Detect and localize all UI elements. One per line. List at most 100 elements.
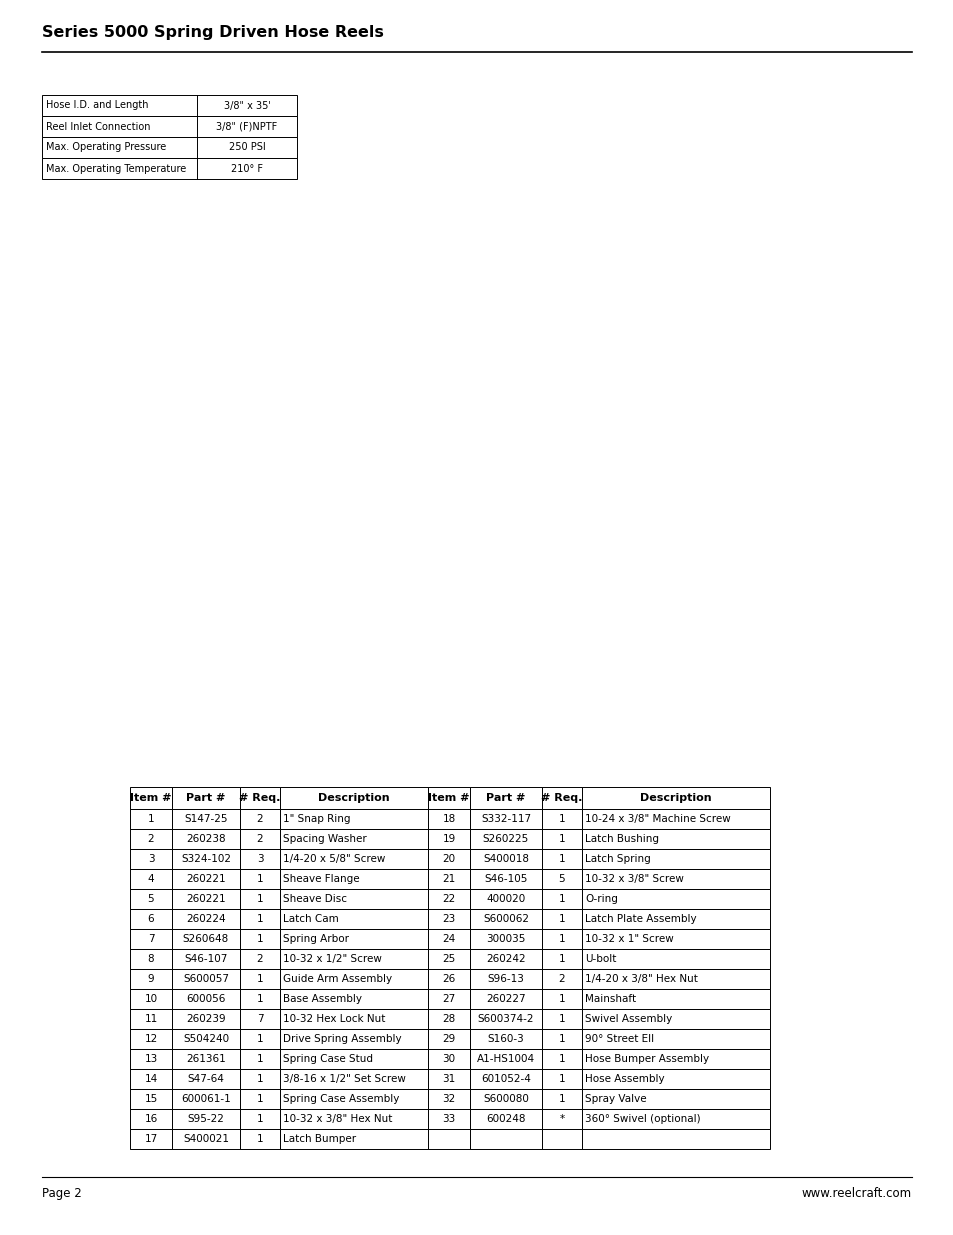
Bar: [42, 61, 911, 785]
Bar: [280, 1009, 428, 1029]
Bar: [130, 969, 172, 989]
Text: 1: 1: [256, 1114, 263, 1124]
Text: 22: 22: [442, 894, 456, 904]
Bar: [541, 869, 581, 889]
Bar: [240, 809, 280, 829]
Bar: [130, 869, 172, 889]
Text: O-ring: O-ring: [584, 894, 618, 904]
Bar: [541, 1029, 581, 1049]
Text: 10-32 Hex Lock Nut: 10-32 Hex Lock Nut: [283, 1014, 385, 1024]
Bar: [581, 1089, 769, 1109]
Text: 17: 17: [144, 1134, 157, 1144]
Text: 29: 29: [442, 1034, 456, 1044]
Bar: [130, 829, 172, 848]
Bar: [172, 829, 240, 848]
Bar: [172, 1109, 240, 1129]
Bar: [240, 829, 280, 848]
Text: S600374-2: S600374-2: [477, 1014, 534, 1024]
Bar: [172, 889, 240, 909]
Text: 1: 1: [558, 834, 565, 844]
Bar: [130, 1049, 172, 1070]
Text: 5: 5: [148, 894, 154, 904]
Text: 2: 2: [256, 814, 263, 824]
Text: Description: Description: [318, 793, 390, 803]
Text: 1: 1: [558, 1014, 565, 1024]
Bar: [130, 1089, 172, 1109]
Text: *: *: [558, 1114, 564, 1124]
Text: 1: 1: [558, 1034, 565, 1044]
Bar: [130, 1129, 172, 1149]
Text: 1: 1: [256, 914, 263, 924]
Bar: [581, 829, 769, 848]
Bar: [581, 948, 769, 969]
Text: Spacing Washer: Spacing Washer: [283, 834, 366, 844]
Text: 1: 1: [558, 814, 565, 824]
Text: 32: 32: [442, 1094, 456, 1104]
Bar: [470, 1029, 541, 1049]
Bar: [428, 889, 470, 909]
Text: 21: 21: [442, 874, 456, 884]
Text: Latch Bumper: Latch Bumper: [283, 1134, 355, 1144]
Bar: [428, 1089, 470, 1109]
Bar: [130, 848, 172, 869]
Bar: [581, 848, 769, 869]
Text: 31: 31: [442, 1074, 456, 1084]
Bar: [541, 989, 581, 1009]
Bar: [240, 948, 280, 969]
Bar: [130, 889, 172, 909]
Bar: [172, 1070, 240, 1089]
Bar: [130, 989, 172, 1009]
Text: Drive Spring Assembly: Drive Spring Assembly: [283, 1034, 401, 1044]
Bar: [172, 969, 240, 989]
Bar: [240, 1109, 280, 1129]
Bar: [42, 137, 296, 158]
Text: A1-HS1004: A1-HS1004: [476, 1053, 535, 1065]
Text: Latch Bushing: Latch Bushing: [584, 834, 659, 844]
Text: 23: 23: [442, 914, 456, 924]
Text: 1: 1: [256, 1053, 263, 1065]
Text: 260227: 260227: [486, 994, 525, 1004]
Bar: [470, 948, 541, 969]
Bar: [280, 1129, 428, 1149]
Bar: [240, 1049, 280, 1070]
Bar: [428, 1049, 470, 1070]
Text: Item #: Item #: [428, 793, 469, 803]
Bar: [428, 1129, 470, 1149]
Text: S160-3: S160-3: [487, 1034, 524, 1044]
Bar: [470, 1129, 541, 1149]
Bar: [280, 787, 428, 809]
Bar: [428, 948, 470, 969]
Text: 7: 7: [256, 1014, 263, 1024]
Text: 8: 8: [148, 953, 154, 965]
Text: 6: 6: [148, 914, 154, 924]
Bar: [42, 95, 296, 116]
Text: Hose Assembly: Hose Assembly: [584, 1074, 664, 1084]
Text: Swivel Assembly: Swivel Assembly: [584, 1014, 672, 1024]
Bar: [240, 1009, 280, 1029]
Bar: [280, 1049, 428, 1070]
Text: 11: 11: [144, 1014, 157, 1024]
Bar: [280, 1029, 428, 1049]
Bar: [130, 787, 172, 809]
Text: Max. Operating Temperature: Max. Operating Temperature: [46, 163, 186, 173]
Text: Hose I.D. and Length: Hose I.D. and Length: [46, 100, 149, 110]
Bar: [428, 929, 470, 948]
Bar: [541, 1009, 581, 1029]
Bar: [470, 1089, 541, 1109]
Text: 400020: 400020: [486, 894, 525, 904]
Text: 26: 26: [442, 974, 456, 984]
Bar: [541, 889, 581, 909]
Bar: [130, 1009, 172, 1029]
Bar: [541, 1109, 581, 1129]
Bar: [172, 1049, 240, 1070]
Text: 1: 1: [256, 1074, 263, 1084]
Text: Sheave Disc: Sheave Disc: [283, 894, 347, 904]
Text: 13: 13: [144, 1053, 157, 1065]
Text: 1: 1: [256, 934, 263, 944]
Bar: [280, 909, 428, 929]
Text: Spring Case Stud: Spring Case Stud: [283, 1053, 373, 1065]
Bar: [470, 909, 541, 929]
Bar: [42, 158, 296, 179]
Bar: [130, 1109, 172, 1129]
Text: S600062: S600062: [482, 914, 529, 924]
